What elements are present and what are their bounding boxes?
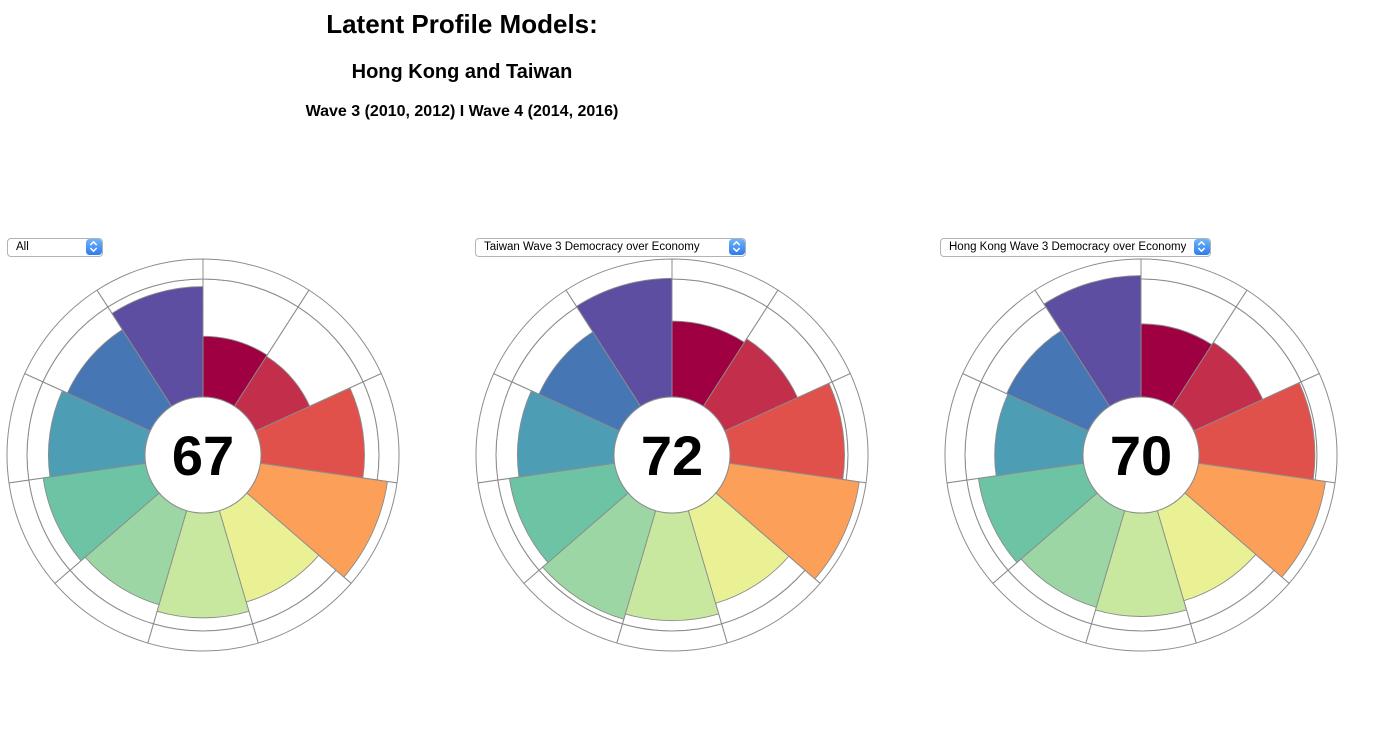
center-score: 72 [641,424,703,487]
profile-dropdown-all: All [7,237,103,257]
profile-select-all[interactable]: All [7,238,103,257]
center-hole [1082,396,1200,514]
aster-plot-hongkong: 70 [944,258,1338,652]
page-title: Latent Profile Models: [326,9,598,39]
aster-plot-taiwan: 72 [475,258,869,652]
aster-plot-all: 67 [6,258,400,652]
profile-select-hongkong[interactable]: Hong Kong Wave 3 Democracy over Economy [940,238,1211,257]
profile-select-taiwan[interactable]: Taiwan Wave 3 Democracy over Economy [475,238,746,257]
center-hole [613,396,731,514]
page-subtitle: Hong Kong and Taiwan [351,61,573,83]
outer-ring-segment [96,258,204,308]
center-hole [144,396,262,514]
center-score: 70 [1110,424,1172,487]
profile-dropdown-hongkong: Hong Kong Wave 3 Democracy over Economy [940,237,1211,257]
wave-caption: Wave 3 (2010, 2012) I Wave 4 (2014, 2016… [305,103,619,120]
center-score: 67 [172,424,234,487]
profile-dropdown-taiwan: Taiwan Wave 3 Democracy over Economy [475,237,746,257]
